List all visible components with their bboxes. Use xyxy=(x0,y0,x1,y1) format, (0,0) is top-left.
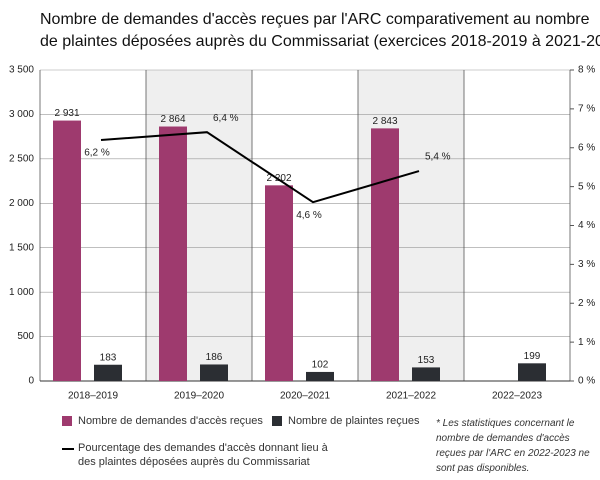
y2-tick-label: 4 % xyxy=(578,220,595,231)
data-label: 2 843 xyxy=(372,116,397,127)
y-tick-label: 2 500 xyxy=(9,153,34,164)
y2-tick-label: 0 % xyxy=(578,376,595,387)
legend-label: Pourcentage des demandes d'accès donnant… xyxy=(78,442,328,468)
data-label: 102 xyxy=(312,360,329,371)
legend-label: Nombre de plaintes reçues xyxy=(288,415,420,427)
bar xyxy=(306,371,334,381)
legend-swatch xyxy=(62,448,74,450)
data-label: 6,2 % xyxy=(84,148,110,159)
bar xyxy=(159,126,187,381)
legend-swatch xyxy=(62,416,72,426)
bar xyxy=(265,185,293,381)
bar xyxy=(200,364,228,381)
bar xyxy=(518,363,546,381)
data-label: 153 xyxy=(418,355,435,366)
y2-tick-label: 6 % xyxy=(578,142,595,153)
bar xyxy=(371,128,399,381)
bar xyxy=(53,120,81,381)
y-tick-label: 1 000 xyxy=(9,287,34,298)
y2-tick-label: 7 % xyxy=(578,104,595,115)
x-tick-label: 2020–2021 xyxy=(280,391,330,402)
data-label: 2 202 xyxy=(266,173,291,184)
data-label: 183 xyxy=(100,352,117,363)
y-tick-label: 0 xyxy=(28,376,34,387)
bar xyxy=(94,364,122,381)
data-label: 4,6 % xyxy=(296,210,322,221)
data-label: 5,4 % xyxy=(425,152,451,163)
y2-tick-label: 5 % xyxy=(578,181,595,192)
x-tick-label: 2022–2023 xyxy=(492,391,542,402)
data-label: 6,4 % xyxy=(213,113,239,124)
legend-swatch xyxy=(272,416,282,426)
footnote: * Les statistiques concernant le nombre … xyxy=(436,418,590,474)
data-label: 2 864 xyxy=(160,114,185,125)
data-label: 186 xyxy=(206,352,223,363)
bar xyxy=(412,367,440,381)
y-tick-label: 500 xyxy=(17,331,34,342)
y2-tick-label: 8 % xyxy=(578,65,595,76)
y-tick-label: 3 000 xyxy=(9,109,34,120)
x-tick-label: 2018–2019 xyxy=(68,391,118,402)
x-tick-label: 2021–2022 xyxy=(386,391,436,402)
y2-tick-label: 3 % xyxy=(578,259,595,270)
y-tick-label: 1 500 xyxy=(9,242,34,253)
y2-tick-label: 1 % xyxy=(578,337,595,348)
line xyxy=(100,131,420,204)
chart-title: Nombre de demandes d'accès reçues par l'… xyxy=(40,11,590,28)
y2-tick-label: 2 % xyxy=(578,298,595,309)
data-label: 199 xyxy=(524,351,541,362)
legend-label: Nombre de demandes d'accès reçues xyxy=(78,415,263,427)
x-tick-label: 2019–2020 xyxy=(174,391,224,402)
chart-title: de plaintes déposées auprès du Commissar… xyxy=(40,33,600,50)
y-tick-label: 3 500 xyxy=(9,65,34,76)
y-tick-label: 2 000 xyxy=(9,198,34,209)
data-label: 2 931 xyxy=(54,108,79,119)
